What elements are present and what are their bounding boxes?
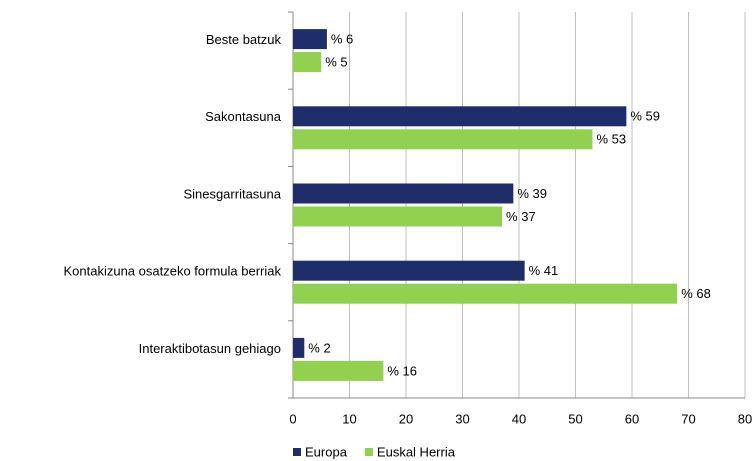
x-tick-label: 80 <box>738 411 752 426</box>
legend-swatch <box>293 448 301 456</box>
value-label: % 16 <box>387 363 417 378</box>
y-tick-label: Interaktibotasun gehiago <box>139 341 281 356</box>
value-label: % 53 <box>596 132 626 147</box>
bar <box>293 360 384 381</box>
value-label: % 5 <box>325 55 347 70</box>
y-tick-label: Sinesgarritasuna <box>183 186 281 201</box>
y-tick-label: Beste batzuk <box>206 32 282 47</box>
value-label: % 59 <box>630 109 660 124</box>
x-tick-label: 20 <box>399 411 413 426</box>
value-label: % 6 <box>331 32 353 47</box>
value-label: % 68 <box>681 286 711 301</box>
x-tick-label: 50 <box>568 411 582 426</box>
value-label: % 2 <box>308 340 330 355</box>
x-tick-label: 10 <box>342 411 356 426</box>
value-label: % 41 <box>529 263 559 278</box>
bar <box>293 283 678 304</box>
x-tick-label: 40 <box>512 411 526 426</box>
legend-swatch <box>364 448 373 456</box>
x-tick-label: 0 <box>289 411 296 426</box>
bar <box>293 129 593 150</box>
bar <box>293 29 327 50</box>
value-label: % 39 <box>517 186 547 201</box>
bar <box>293 337 305 358</box>
legend-label: Euskal Herria <box>377 444 456 459</box>
bar <box>293 260 525 281</box>
legend-label: Europa <box>305 444 348 459</box>
x-tick-label: 30 <box>455 411 469 426</box>
y-tick-label: Sakontasuna <box>205 109 282 124</box>
bar <box>293 183 514 204</box>
y-tick-label: Kontakizuna osatzeko formula berriak <box>63 264 281 279</box>
x-tick-label: 70 <box>681 411 695 426</box>
x-tick-label: 60 <box>625 411 639 426</box>
bar <box>293 106 627 127</box>
value-label: % 37 <box>506 209 536 224</box>
bar <box>293 52 322 73</box>
bar <box>293 206 503 227</box>
